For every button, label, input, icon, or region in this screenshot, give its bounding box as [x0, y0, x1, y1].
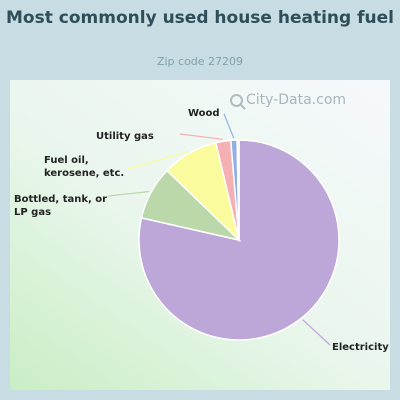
- label-wood: Wood: [188, 108, 220, 119]
- leader-line-electricity: [302, 319, 331, 346]
- leader-line-fuel-oil-kerosene-etc: [127, 150, 189, 170]
- leader-line-utility-gas: [179, 133, 223, 140]
- label-electricity: Electricity: [332, 342, 389, 353]
- leader-line-bottled-tank-or-lp-gas: [107, 190, 150, 197]
- slice-labels: Electricity Wood Utility gas Fuel oil, ke…: [14, 108, 389, 353]
- pie-slice-unlabeled: [236, 139, 240, 241]
- label-utility-gas: Utility gas: [96, 131, 154, 142]
- leader-lines: [107, 113, 331, 346]
- label-fuel-oil: Fuel oil, kerosene, etc.: [44, 155, 124, 179]
- leader-line-wood: [223, 113, 235, 139]
- label-lp-gas: Bottled, tank, or LP gas: [14, 194, 107, 218]
- watermark-text: City-Data.com: [246, 92, 347, 108]
- pie-slices: [138, 139, 340, 341]
- watermark: City-Data.com: [230, 92, 346, 108]
- chart-subtitle: Zip code 27209: [156, 55, 244, 68]
- magnifier-icon: [230, 93, 243, 107]
- chart-title: Most commonly used house heating fuel: [6, 8, 394, 28]
